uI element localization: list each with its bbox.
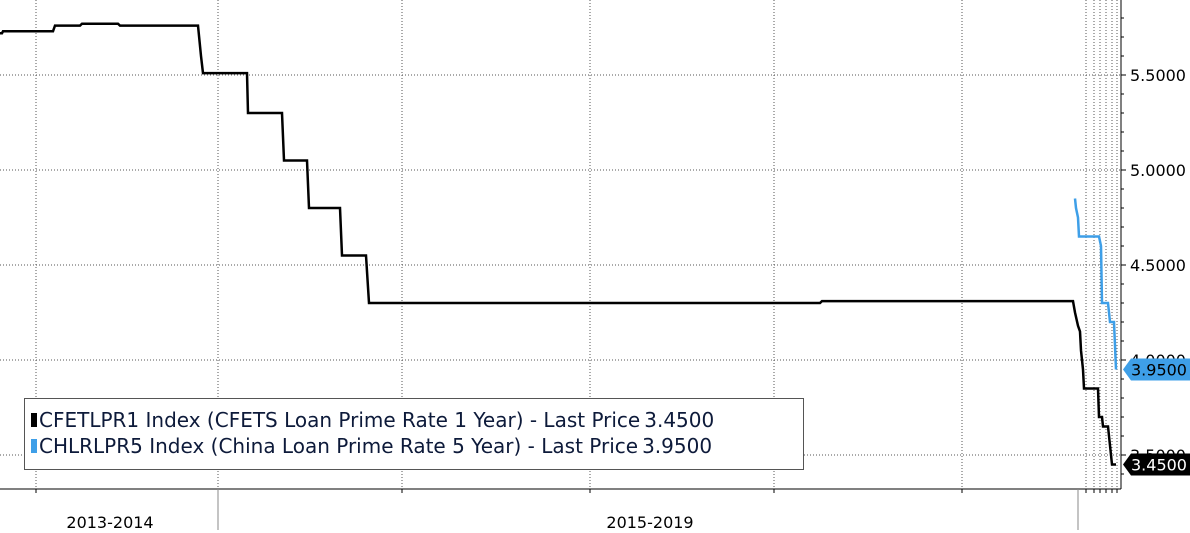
legend-item-1y: CFETLPR1 Index (CFETS Loan Prime Rate 1 …	[31, 407, 797, 433]
legend-item-5y: CHLRLPR5 Index (China Loan Prime Rate 5 …	[31, 433, 797, 459]
last-price-tag-text-1: 3.4500	[1131, 456, 1187, 475]
last-price-tag-shape-0	[1123, 358, 1190, 381]
legend-label-1y: CFETLPR1 Index (CFETS Loan Prime Rate 1 …	[39, 408, 641, 432]
legend-value-5y: 3.9500	[642, 434, 713, 458]
legend-swatch-5y	[31, 439, 37, 453]
series-line-1	[1073, 198, 1118, 370]
legend-value-1y: 3.4500	[644, 408, 715, 432]
last-price-tag-0: 3.9500	[1123, 358, 1190, 381]
series-layer	[0, 22, 1118, 466]
last-price-tag-1: 3.4500	[1123, 453, 1190, 476]
last-price-tag-shape-1	[1123, 453, 1190, 476]
series-line-0	[0, 22, 1116, 466]
legend-label-5y: CHLRLPR5 Index (China Loan Prime Rate 5 …	[39, 434, 639, 458]
y-tick-label-2: 4.5000	[1130, 256, 1186, 275]
y-tick-label-1: 5.0000	[1130, 161, 1186, 180]
last-price-tag-text-0: 3.9500	[1131, 361, 1187, 380]
legend-swatch-1y	[31, 413, 37, 427]
x-period-label-1: 2015-2019	[606, 513, 693, 532]
chart-legend: CFETLPR1 Index (CFETS Loan Prime Rate 1 …	[24, 398, 804, 470]
last-price-labels: 3.9500 3.4500	[1123, 358, 1190, 476]
y-tick-label-0: 5.5000	[1130, 66, 1186, 85]
x-period-label-0: 2013-2014	[66, 513, 153, 532]
